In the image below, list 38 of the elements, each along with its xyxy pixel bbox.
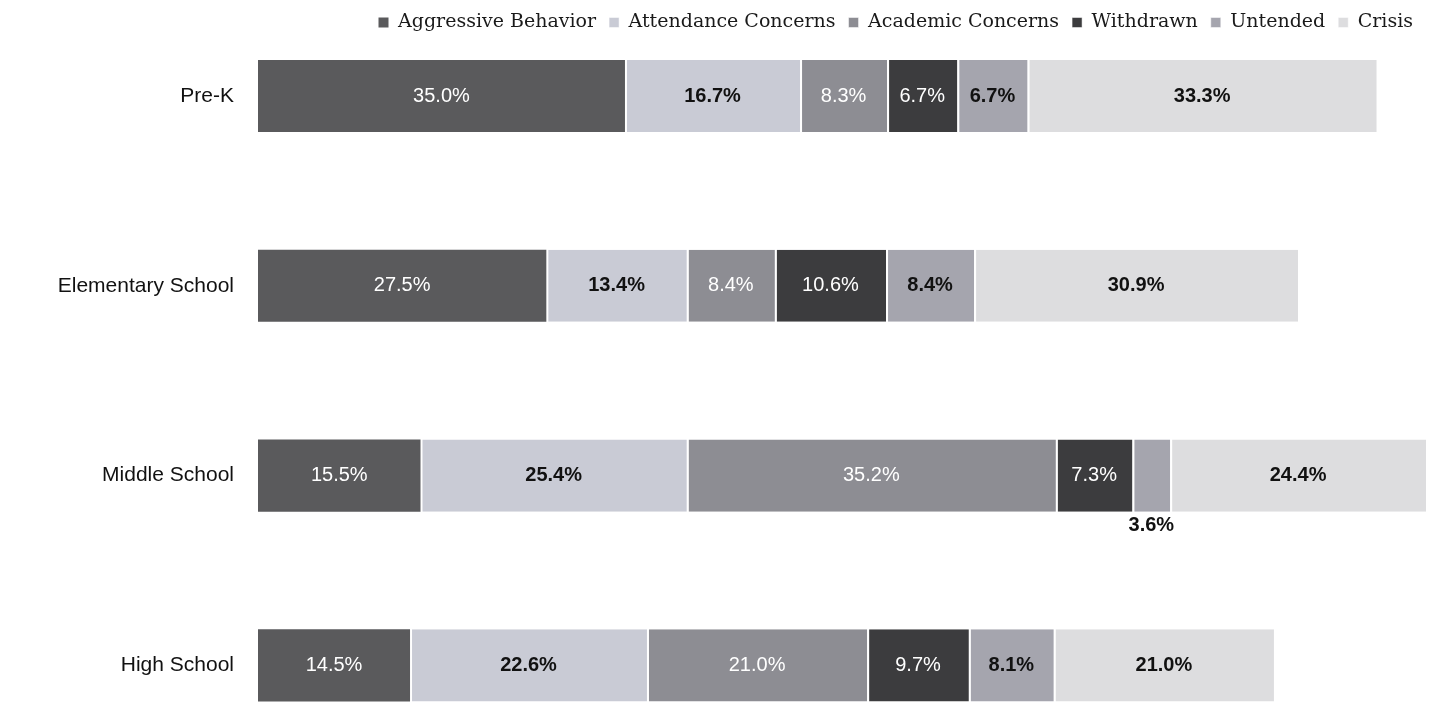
data-label: 35.2% xyxy=(843,463,900,486)
bar xyxy=(258,249,547,322)
data-label: 6.7% xyxy=(969,83,1016,106)
legend-label: Untended xyxy=(1230,9,1326,32)
data-label: 16.7% xyxy=(684,83,742,106)
data-label: 24.4% xyxy=(1269,463,1327,486)
data-label: 8.4% xyxy=(708,273,754,296)
bar xyxy=(258,59,625,133)
legend-label: Academic Concerns xyxy=(867,9,1060,32)
data-label: 30.9% xyxy=(1107,273,1165,296)
data-label: 22.6% xyxy=(500,652,558,675)
data-label: 8.1% xyxy=(988,652,1035,675)
data-label: 15.5% xyxy=(310,463,368,486)
data-label: 21.0% xyxy=(1135,652,1193,675)
data-label: 6.7% xyxy=(899,83,946,106)
data-label: 35.0% xyxy=(413,83,471,106)
data-label: 8.4% xyxy=(907,273,954,296)
legend-label: Withdrawn xyxy=(1091,9,1198,32)
y-tick-label: Pre-K xyxy=(180,82,234,106)
data-label: 13.4% xyxy=(588,273,646,296)
data-label: 8.3% xyxy=(820,83,867,106)
data-label: 33.3% xyxy=(1173,83,1231,106)
data-label: 7.3% xyxy=(1071,463,1118,486)
y-tick-label: Middle School xyxy=(102,462,234,486)
bar xyxy=(258,439,421,512)
legend-label: Attendance Concerns xyxy=(627,9,836,32)
data-label: 14.5% xyxy=(305,652,363,675)
data-label: 10.6% xyxy=(802,273,860,296)
data-label: 3.6% xyxy=(1128,513,1175,536)
data-label: 25.4% xyxy=(525,463,583,486)
bar xyxy=(258,629,411,702)
y-tick-label: High School xyxy=(120,652,234,676)
data-label: 21.0% xyxy=(728,652,786,675)
data-label: 27.5% xyxy=(373,273,431,296)
y-tick-label: Elementary School xyxy=(57,272,234,296)
data-label: 9.7% xyxy=(895,652,942,675)
legend-label: Aggressive Behavior xyxy=(397,9,597,32)
legend-label: Crisis xyxy=(1357,9,1414,32)
